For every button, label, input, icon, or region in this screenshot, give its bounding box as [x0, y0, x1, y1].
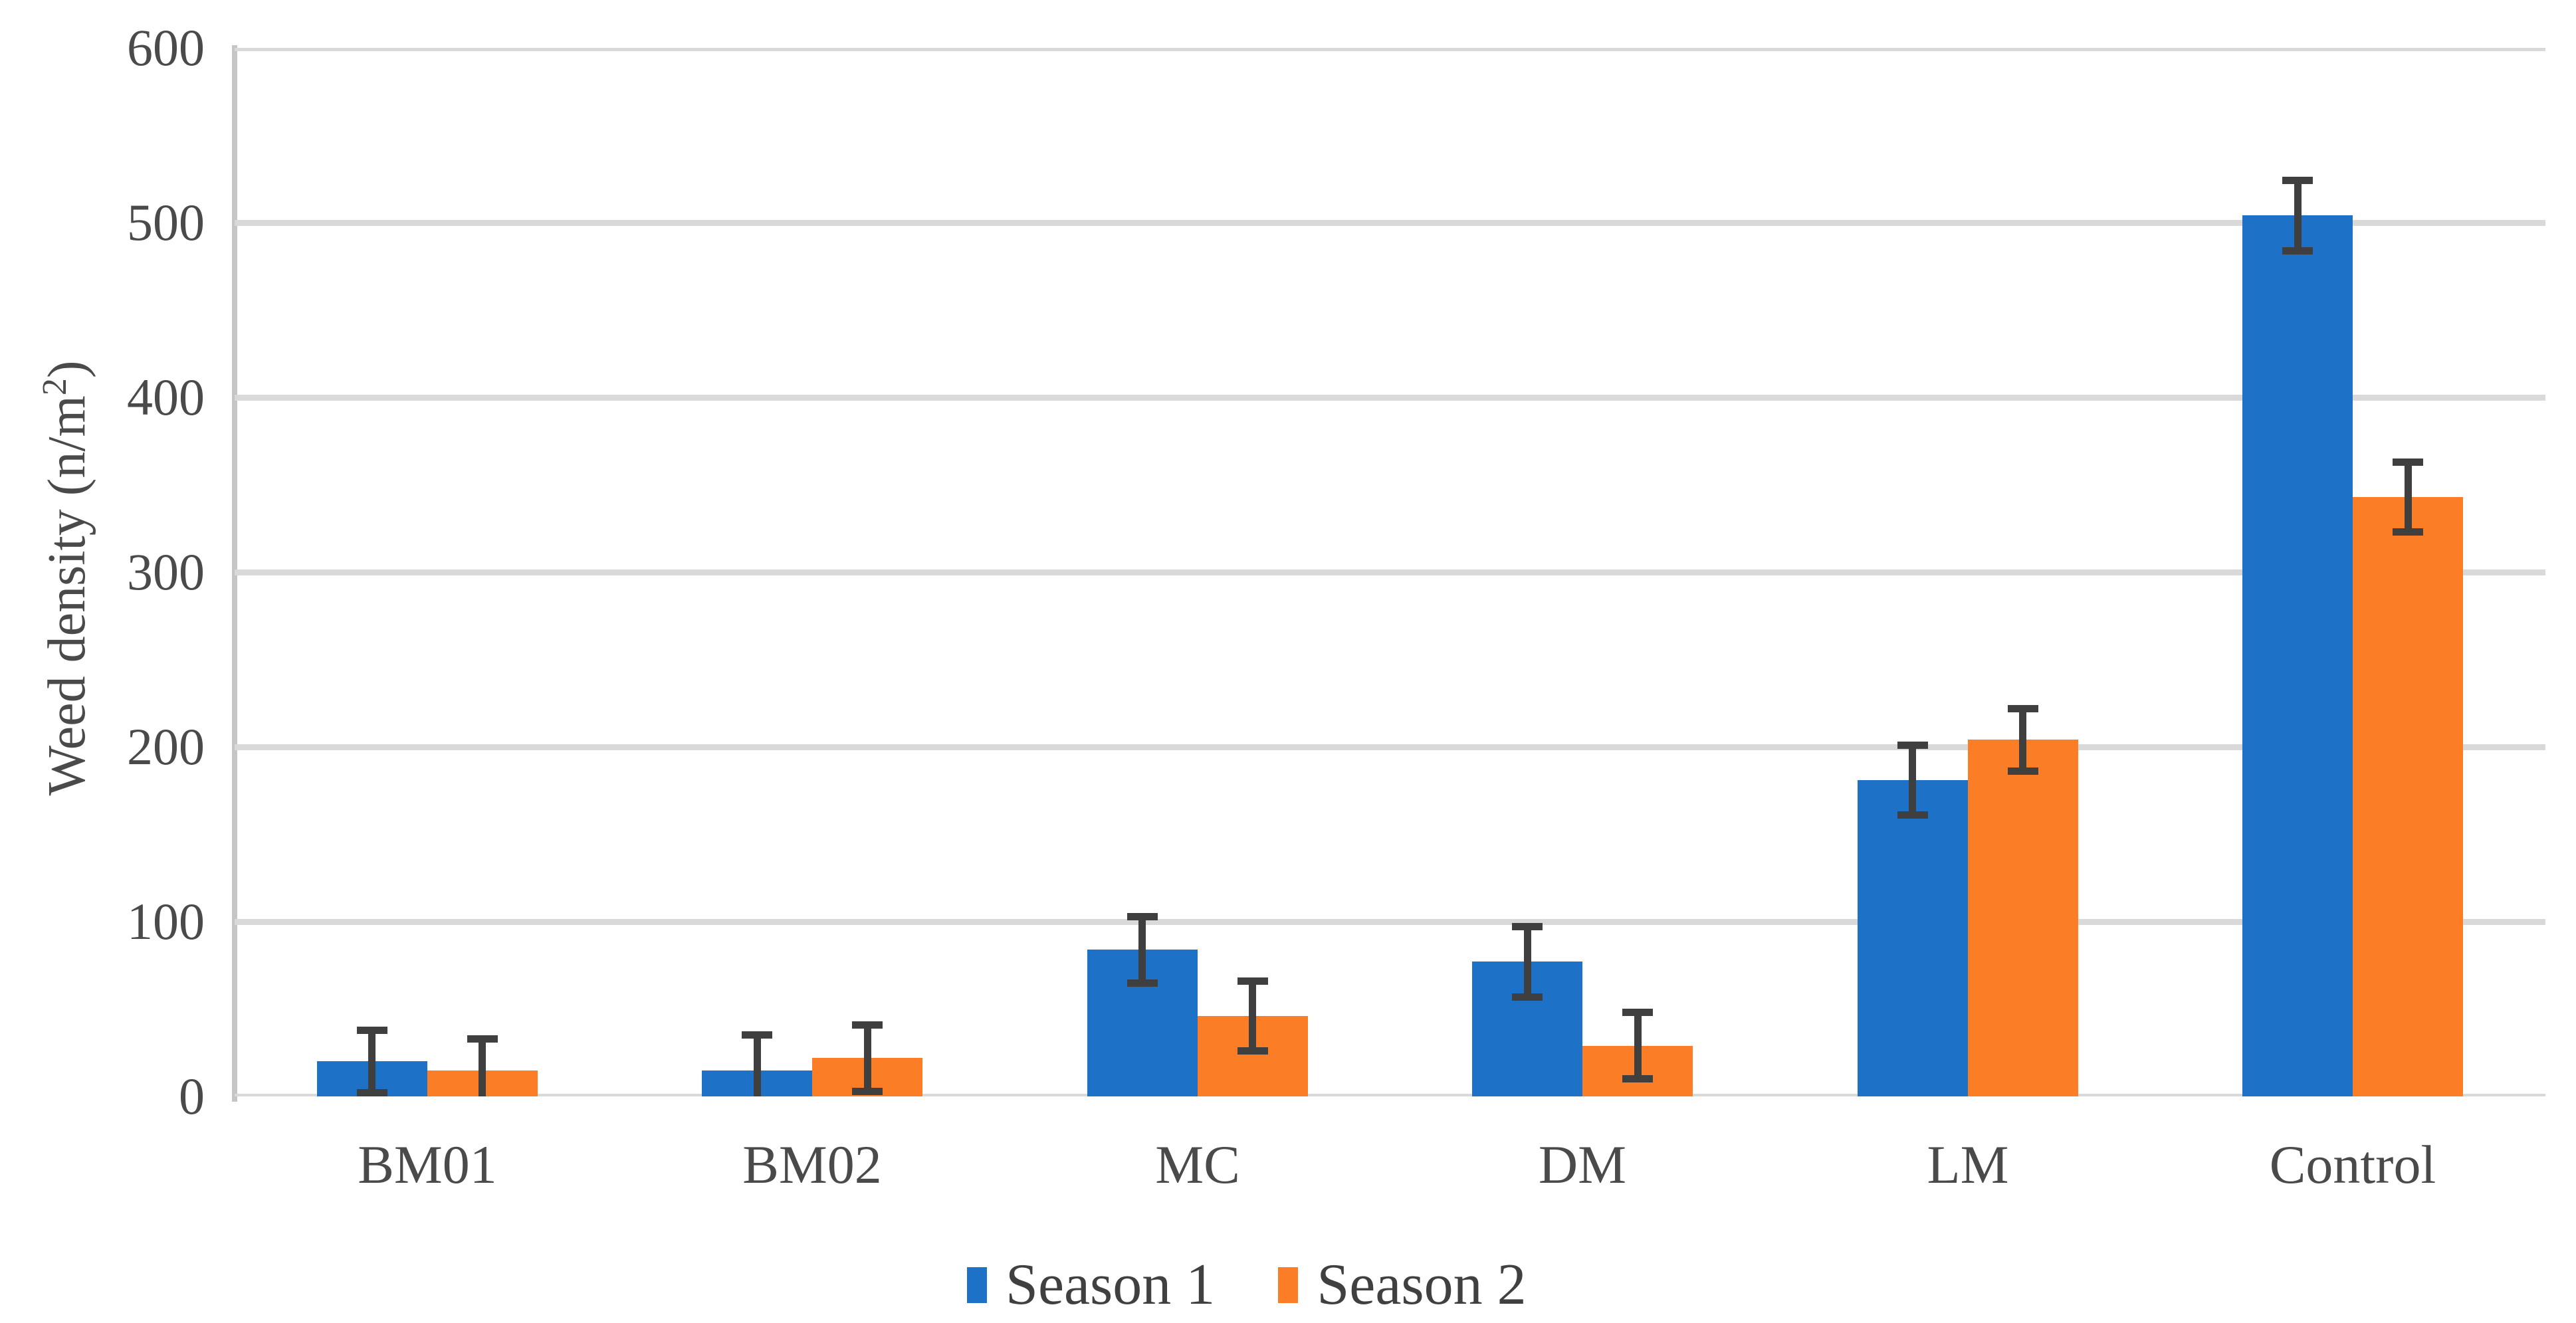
error-bar-bm01-season-1-cap-top: [357, 1027, 387, 1034]
bar-control-season-1: [2242, 215, 2353, 1096]
y-tick-label-100: 100: [127, 892, 205, 950]
gridline-600: [235, 48, 2545, 51]
bar-lm-season-2: [1968, 740, 2078, 1096]
error-bar-control-season-1-cap-top: [2282, 177, 2313, 184]
error-bar-lm-season-1-line: [1909, 745, 1916, 815]
y-tick-label-200: 200: [127, 718, 205, 775]
error-bar-bm02-season-2-cap-bottom: [852, 1088, 883, 1095]
x-tick-label-bm02: BM02: [742, 1134, 882, 1195]
legend-item-season-1: Season 1: [967, 1256, 1215, 1314]
error-bar-mc-season-1-cap-top: [1127, 913, 1158, 920]
error-bar-control-season-1-line: [2294, 181, 2302, 251]
error-bar-control-season-2-cap-bottom: [2393, 528, 2423, 536]
gridline-0: [235, 1094, 2545, 1096]
x-tick-label-control: Control: [2269, 1134, 2436, 1195]
gridline-400: [235, 395, 2545, 401]
plot-area: [235, 48, 2545, 1096]
x-tick-label-dm: DM: [1538, 1134, 1627, 1195]
gridline-100: [235, 919, 2545, 925]
error-bar-lm-season-1-cap-bottom: [1897, 811, 1928, 819]
error-bar-mc-season-1-cap-bottom: [1127, 979, 1158, 987]
error-bar-dm-season-1-cap-top: [1512, 923, 1543, 930]
x-tick-label-lm: LM: [1927, 1134, 2009, 1195]
error-bar-control-season-2-cap-top: [2393, 458, 2423, 466]
error-bar-bm02-season-2-cap-top: [852, 1021, 883, 1029]
y-tick-label-600: 600: [127, 19, 205, 76]
legend-item-season-2: Season 2: [1278, 1253, 1527, 1317]
bar-control-season-2: [2353, 496, 2463, 1096]
error-bar-bm01-season-2-cap-top: [467, 1035, 498, 1043]
y-tick-label-400: 400: [127, 368, 205, 426]
error-bar-bm01-season-1-cap-bottom: [357, 1089, 387, 1096]
y-tick-label-300: 300: [127, 543, 205, 601]
error-bar-lm-season-2-cap-bottom: [2008, 767, 2038, 775]
legend-swatch-season-1: [967, 1267, 987, 1303]
legend-swatch-season-2: [1278, 1267, 1299, 1303]
error-bar-mc-season-2-line: [1249, 981, 1256, 1051]
gridline-200: [235, 744, 2545, 750]
error-bar-dm-season-1-line: [1524, 927, 1531, 997]
x-tick-label-mc: MC: [1155, 1134, 1240, 1195]
x-tick-label-bm01: BM01: [358, 1134, 497, 1195]
bar-lm-season-1: [1858, 779, 1968, 1096]
error-bar-mc-season-2-cap-top: [1237, 977, 1268, 985]
error-bar-mc-season-2-cap-bottom: [1237, 1047, 1268, 1055]
legend-label-season-2: Season 2: [1317, 1253, 1527, 1317]
error-bar-control-season-2-line: [2405, 462, 2412, 532]
error-bar-dm-season-2-cap-top: [1622, 1009, 1653, 1016]
error-bar-bm01-season-1-line: [368, 1030, 376, 1093]
error-bar-bm01-season-2-line: [479, 1039, 486, 1096]
error-bar-lm-season-1-cap-top: [1897, 742, 1928, 749]
error-bar-dm-season-2-line: [1634, 1013, 1642, 1079]
legend-label-season-1: Season 1: [1006, 1253, 1216, 1317]
error-bar-dm-season-2-cap-bottom: [1622, 1075, 1653, 1082]
y-tick-label-500: 500: [127, 193, 205, 251]
error-bar-bm02-season-1-line: [754, 1035, 761, 1096]
gridline-500: [235, 220, 2545, 226]
error-bar-lm-season-2-cap-top: [2008, 705, 2038, 712]
error-bar-bm02-season-2-line: [864, 1025, 871, 1091]
error-bar-mc-season-1-line: [1138, 916, 1146, 983]
gridline-300: [235, 569, 2545, 575]
error-bar-dm-season-1-cap-bottom: [1512, 993, 1543, 1001]
error-bar-control-season-1-cap-bottom: [2282, 247, 2313, 254]
error-bar-lm-season-2-line: [2019, 708, 2026, 771]
error-bar-bm02-season-1-cap-top: [742, 1031, 772, 1039]
chart-legend: Season 1 Season 2: [967, 1256, 1527, 1314]
y-tick-label-0: 0: [179, 1067, 205, 1125]
